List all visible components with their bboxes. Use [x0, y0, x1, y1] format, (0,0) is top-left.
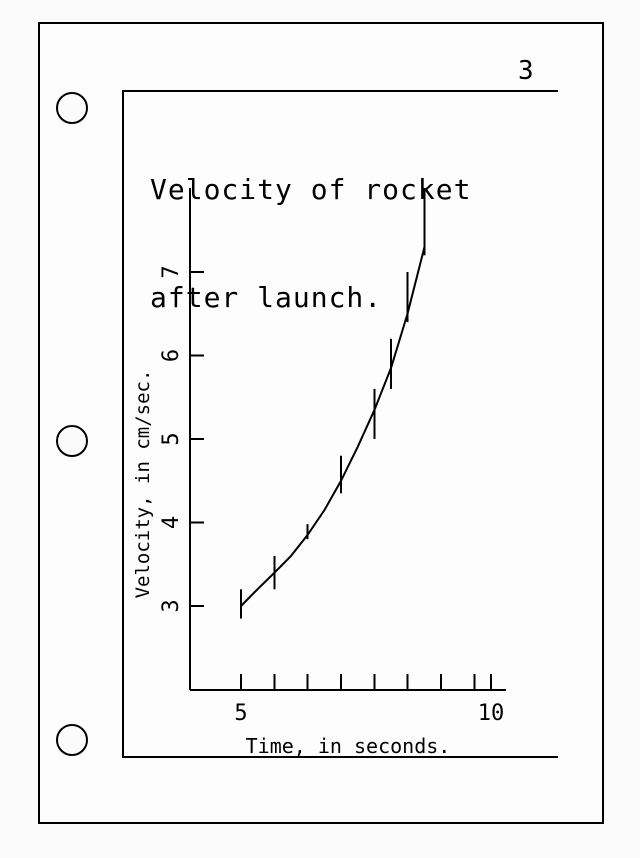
- chart-axes: [189, 188, 506, 691]
- chart-title-line-1: Velocity of rocket: [150, 173, 472, 206]
- punch-hole-middle: [56, 425, 88, 457]
- chart-title-line-2: after launch.: [150, 281, 383, 314]
- y-tick-label: 7: [159, 265, 184, 278]
- velocity-curve: [240, 246, 426, 607]
- punch-hole-bottom: [56, 724, 88, 756]
- y-tick-label: 4: [159, 516, 184, 529]
- y-axis-label: Velocity, in cm/sec.: [132, 370, 154, 599]
- y-tick-label: 5: [159, 432, 184, 445]
- y-tick-label: 3: [159, 599, 184, 612]
- x-tick-label: 5: [234, 701, 247, 726]
- chart-title: Velocity of rocket after launch.: [150, 100, 471, 352]
- y-axis-ticks: 3 4 5 6 7: [159, 265, 204, 613]
- page-number: 3: [518, 56, 534, 86]
- y-tick-label: 6: [159, 349, 184, 362]
- x-axis-label: Time, in seconds.: [246, 734, 451, 758]
- chart-frame: [122, 90, 558, 758]
- x-axis-ticks: 5 10: [234, 674, 504, 726]
- error-bars: [240, 188, 426, 619]
- punch-hole-top: [56, 92, 88, 124]
- x-tick-label: 10: [478, 701, 505, 726]
- data-series: [240, 188, 426, 607]
